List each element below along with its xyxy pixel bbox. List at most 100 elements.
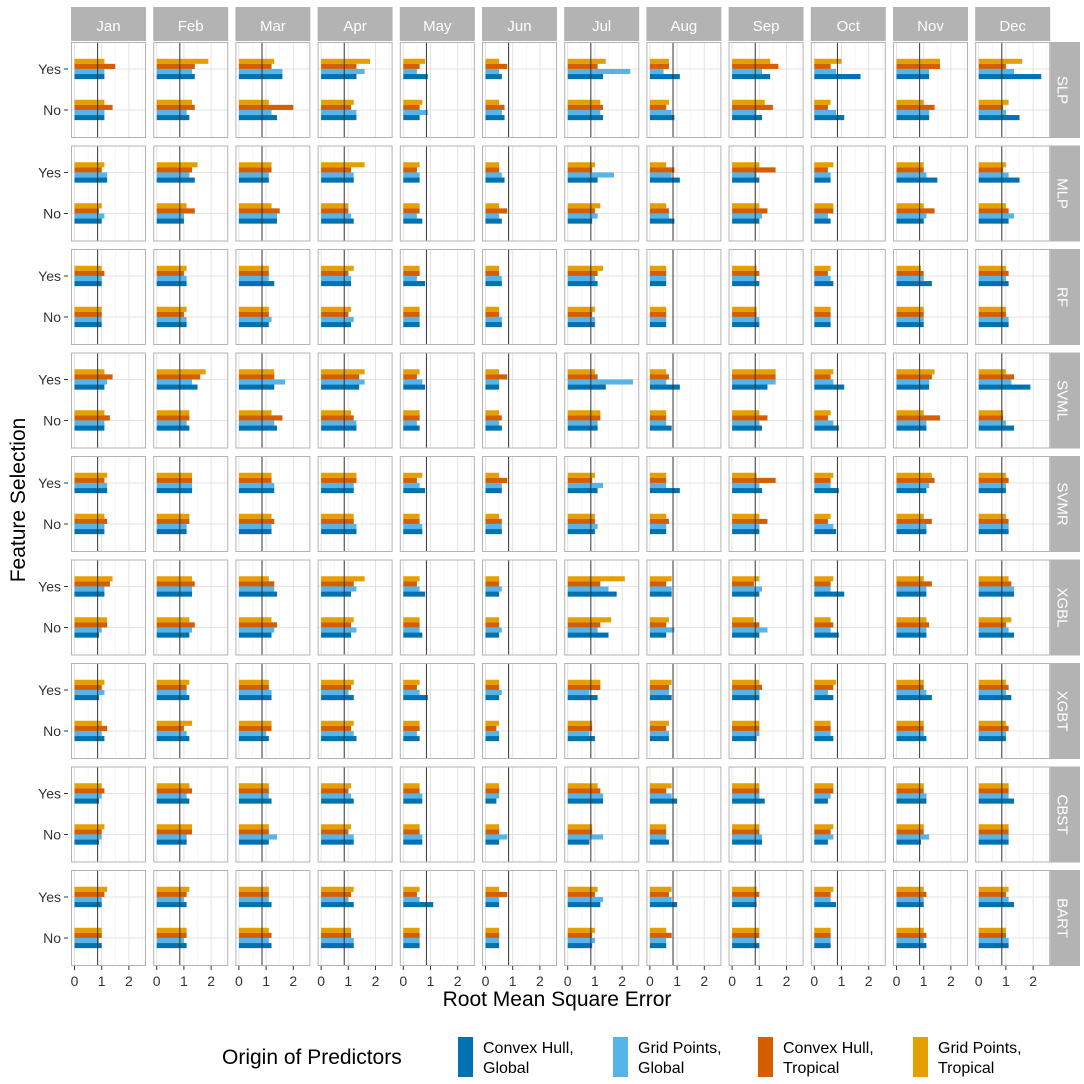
- panel: [564, 663, 640, 759]
- bar: [74, 172, 108, 178]
- bar: [814, 725, 831, 731]
- month-strip: [71, 7, 146, 41]
- bar: [156, 218, 184, 224]
- month-strip-label: Oct: [837, 18, 861, 35]
- bar: [732, 829, 760, 835]
- legend: Origin of Predictors Convex Hull, Global G…: [222, 1037, 1022, 1077]
- panel-border: [482, 42, 557, 138]
- panel-background: [482, 249, 557, 345]
- panel-border: [975, 870, 1051, 966]
- bar: [485, 617, 500, 623]
- bar: [732, 99, 765, 105]
- bar: [321, 58, 371, 64]
- bar: [156, 627, 193, 633]
- bar: [321, 322, 352, 328]
- y-tick-label: No: [43, 620, 61, 636]
- bar: [156, 937, 184, 944]
- bar: [485, 384, 500, 390]
- panel: [975, 249, 1051, 345]
- bar: [403, 316, 420, 323]
- bar: [896, 472, 932, 478]
- panel-background: [235, 352, 311, 449]
- bar: [896, 793, 927, 799]
- bar: [321, 306, 352, 312]
- bar: [238, 783, 269, 789]
- bar: [485, 839, 500, 845]
- bar: [567, 798, 604, 804]
- bar: [649, 891, 669, 897]
- panel: [399, 870, 475, 966]
- bar: [732, 177, 760, 183]
- bar: [238, 322, 269, 328]
- panel-border: [810, 870, 886, 966]
- bar: [485, 518, 502, 524]
- month-strip-label: Aug: [671, 18, 698, 35]
- panel-background: [482, 870, 557, 966]
- bar: [321, 177, 354, 183]
- bar: [321, 172, 354, 178]
- bar: [321, 725, 352, 731]
- bar: [321, 167, 352, 173]
- bar: [238, 798, 272, 804]
- panel: [975, 870, 1051, 966]
- bar: [896, 586, 927, 592]
- y-tick-label: Yes: [38, 682, 61, 698]
- panel: [810, 766, 886, 863]
- panel-border: [810, 663, 886, 759]
- bar: [814, 523, 834, 530]
- bar: [74, 379, 108, 385]
- panel-border: [235, 352, 311, 449]
- x-tick-label: 0: [975, 973, 983, 989]
- bar: [238, 58, 275, 64]
- bar: [485, 265, 500, 271]
- bar: [978, 58, 1023, 64]
- panel-background: [646, 42, 722, 138]
- bar: [732, 369, 776, 375]
- bar: [485, 477, 508, 483]
- bar: [321, 374, 360, 380]
- panel-border: [975, 145, 1051, 242]
- bar: [321, 472, 357, 478]
- bar: [321, 379, 365, 385]
- bar: [896, 798, 927, 804]
- panel: [482, 145, 557, 242]
- panel-background: [399, 352, 475, 449]
- bar: [238, 311, 269, 317]
- panel: [728, 663, 804, 759]
- bar: [485, 622, 500, 628]
- bar: [156, 834, 187, 840]
- bar: [649, 798, 678, 804]
- month-strip: [975, 7, 1051, 41]
- bar: [978, 627, 1009, 633]
- panel: [71, 145, 146, 242]
- panel-background: [893, 249, 968, 345]
- bar: [732, 581, 754, 587]
- bar: [156, 529, 187, 535]
- bar: [896, 208, 935, 214]
- bar: [321, 518, 354, 524]
- bar: [649, 420, 667, 426]
- bar: [978, 518, 1009, 524]
- bar: [238, 218, 277, 224]
- bar: [238, 788, 269, 794]
- bar: [649, 265, 667, 271]
- bar: [321, 275, 352, 282]
- panel-border: [728, 663, 804, 759]
- bar: [321, 622, 352, 628]
- panel-background: [235, 766, 311, 863]
- panel-background: [482, 766, 557, 863]
- x-axis-title: Root Mean Square Error: [443, 988, 672, 1011]
- bar: [567, 720, 593, 726]
- bar: [567, 886, 598, 892]
- bar: [978, 322, 1009, 328]
- bar: [403, 68, 417, 75]
- bar: [896, 374, 932, 380]
- month-strip: [564, 7, 640, 41]
- panel-border: [564, 145, 640, 242]
- panel: [646, 145, 722, 242]
- panel-background: [153, 766, 229, 863]
- bar: [567, 793, 604, 799]
- bar: [485, 798, 497, 804]
- bar: [896, 482, 930, 489]
- bar: [896, 369, 935, 375]
